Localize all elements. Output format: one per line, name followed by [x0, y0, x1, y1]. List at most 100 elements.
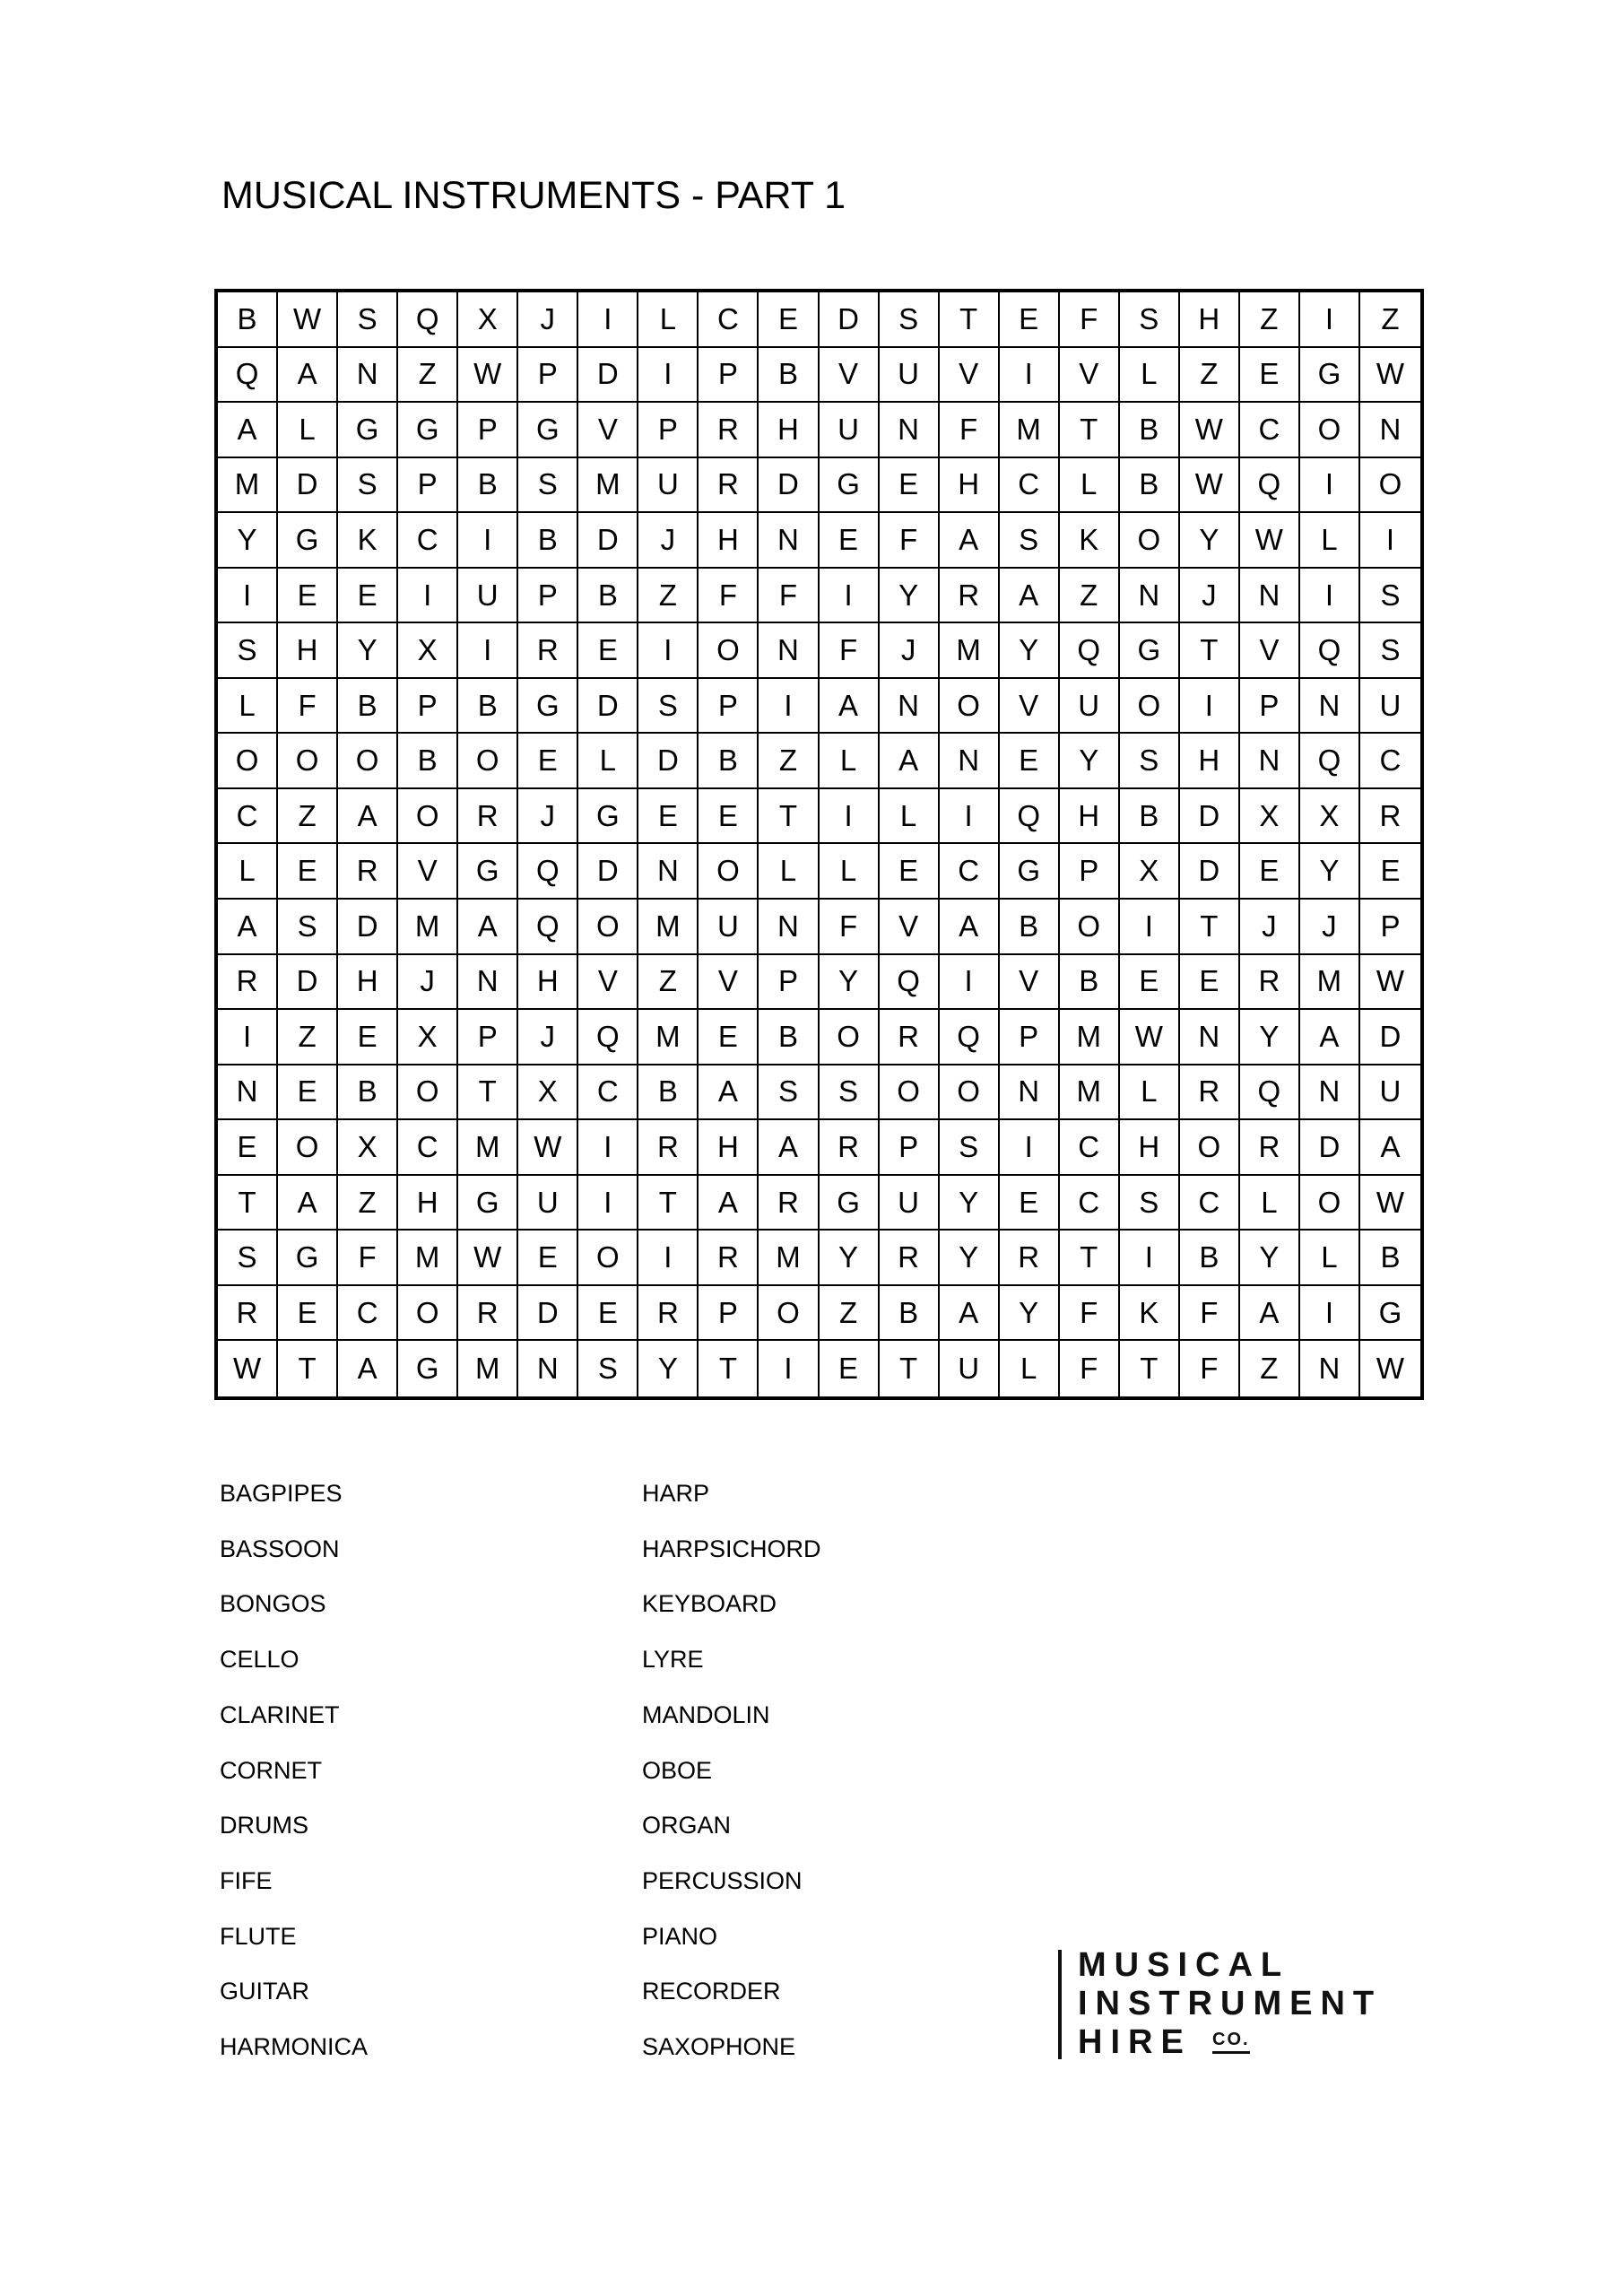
word-list-item: HARPSICHORD [642, 1535, 821, 1562]
grid-cell: L [1059, 457, 1120, 514]
grid-cell: B [1119, 403, 1180, 458]
grid-cell: I [458, 513, 519, 569]
grid-cell: P [458, 1010, 519, 1065]
grid-cell: R [879, 1231, 940, 1286]
grid-cell: E [278, 1065, 339, 1121]
grid-cell: Q [578, 1010, 639, 1065]
grid-cell: S [819, 1065, 880, 1121]
grid-cell: L [278, 403, 339, 458]
grid-cell: N [759, 623, 820, 679]
grid-cell: A [759, 1120, 820, 1176]
grid-cell: Z [1240, 1341, 1300, 1396]
grid-cell: H [1179, 734, 1240, 789]
grid-cell: C [338, 1285, 399, 1342]
grid-cell: J [518, 292, 579, 348]
grid-cell: A [1299, 1010, 1360, 1065]
grid-cell: D [759, 457, 820, 514]
grid-cell: R [819, 1120, 880, 1176]
grid-cell: X [518, 1065, 579, 1121]
grid-cell: O [939, 678, 1000, 735]
word-list-item: KEYBOARD [642, 1590, 777, 1618]
grid-cell: A [939, 1285, 1000, 1342]
grid-cell: W [1376, 1352, 1405, 1386]
grid-cell: B [638, 1065, 699, 1121]
grid-cell: P [518, 347, 579, 404]
grid-cell: O [1299, 403, 1360, 458]
grid-cell: H [699, 1120, 759, 1176]
grid-cell: T [1120, 1341, 1180, 1396]
grid-cell: H [939, 457, 1000, 514]
grid-cell: F [879, 513, 940, 569]
grid-cell: O [578, 1231, 639, 1286]
grid-cell: E [999, 1175, 1060, 1231]
grid-cell: B [699, 734, 759, 789]
grid-cell: G [518, 403, 579, 458]
grid-cell: M [398, 1231, 459, 1286]
grid-cell: E [819, 513, 880, 569]
grid-cell: M [1059, 1065, 1120, 1121]
grid-cell: B [578, 568, 639, 624]
grid-cell: B [218, 292, 279, 348]
grid-cell: S [1119, 1175, 1180, 1231]
grid-cell: B [1059, 954, 1120, 1011]
grid-cell: L [1299, 1231, 1360, 1286]
grid-cell: L [759, 844, 820, 900]
grid-cell: D [578, 347, 639, 404]
grid-cell: I [939, 788, 1000, 845]
grid-cell: S [1119, 292, 1180, 348]
grid-cell: F [819, 900, 880, 955]
grid-cell: J [879, 623, 940, 679]
grid-cell: N [999, 1065, 1060, 1121]
grid-cell: P [398, 457, 459, 514]
grid-cell: X [338, 1120, 399, 1176]
grid-cell: I [1299, 292, 1360, 348]
grid-cell: R [879, 1010, 940, 1065]
grid-cell: T [759, 788, 820, 845]
grid-cell: H [759, 403, 820, 458]
grid-cell: V [999, 954, 1060, 1011]
grid-cell: H [518, 954, 579, 1011]
grid-cell: S [218, 1231, 279, 1286]
grid-cell: N [759, 900, 820, 955]
grid-cell: U [1359, 1065, 1420, 1121]
grid-cell: B [398, 734, 459, 789]
grid-cell: R [699, 457, 759, 514]
word-list-item: ORGAN [642, 1812, 732, 1839]
grid-cell: I [218, 568, 279, 624]
grid-cell: P [638, 403, 699, 458]
grid-cell: E [278, 844, 339, 900]
grid-cell: M [1299, 954, 1360, 1011]
grid-cell: U [940, 1341, 1000, 1396]
grid-cell: R [999, 1231, 1060, 1286]
grid-cell: U [1059, 678, 1120, 735]
grid-cell: R [458, 788, 519, 845]
grid-cell: M [578, 457, 639, 514]
grid-cell: M [939, 623, 1000, 679]
grid-cell: S [338, 292, 399, 348]
grid-cell: B [759, 1010, 820, 1065]
grid-cell: V [879, 900, 940, 955]
grid-cell: R [518, 623, 579, 679]
grid-cell: C [1179, 1175, 1240, 1231]
grid-cell: C [1059, 1175, 1120, 1231]
grid-cell: A [278, 1175, 339, 1231]
grid-cell: H [1179, 292, 1240, 348]
grid-cell: J [518, 1010, 579, 1065]
grid-cell: G [819, 1175, 880, 1231]
grid-cell: A [819, 678, 880, 735]
grid-cell: P [398, 678, 459, 735]
grid-cell: P [699, 347, 759, 404]
grid-cell: Z [638, 954, 699, 1011]
grid-cell: A [879, 734, 940, 789]
grid-cell: Z [1239, 292, 1300, 348]
grid-cell: Q [999, 788, 1060, 845]
grid-cell: R [939, 568, 1000, 624]
grid-cell: P [699, 1285, 759, 1342]
word-list-item: LYRE [642, 1646, 704, 1674]
grid-cell: P [999, 1010, 1060, 1065]
grid-cell: E [578, 623, 639, 679]
company-logo: MUSICAL INSTRUMENT HIRE CO. [1058, 1944, 1417, 2066]
grid-cell: D [1179, 788, 1240, 845]
grid-cell: W [518, 1120, 579, 1176]
grid-cell: Q [1239, 457, 1300, 514]
